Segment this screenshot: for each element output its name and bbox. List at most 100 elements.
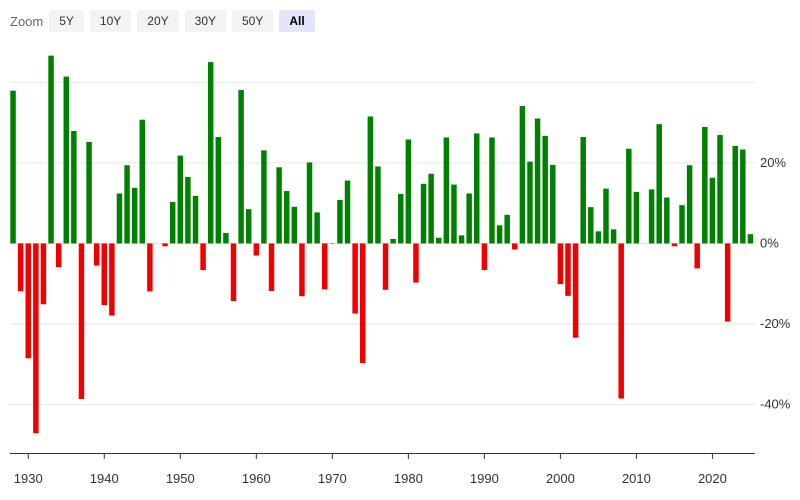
zoom-10y-button[interactable]: 10Y [89, 10, 132, 32]
bar-1950[interactable] [177, 155, 184, 244]
bar-1988[interactable] [466, 193, 472, 244]
bar-1957[interactable] [230, 243, 237, 302]
bar-1936[interactable] [71, 131, 77, 244]
bar-1946[interactable] [147, 243, 153, 292]
bar-1949[interactable] [169, 201, 176, 244]
bar-1975[interactable] [367, 116, 374, 244]
bar-1972[interactable] [344, 180, 351, 244]
bar-2005[interactable] [595, 231, 602, 244]
bar-1995[interactable] [519, 106, 526, 244]
bar-2020[interactable] [709, 177, 716, 244]
bar-1981[interactable] [413, 243, 419, 283]
bar-1943[interactable] [124, 165, 130, 244]
bar-1959[interactable] [245, 209, 252, 244]
bar-1962[interactable] [268, 243, 275, 291]
bar-1974[interactable] [359, 243, 366, 364]
bar-2021[interactable] [717, 135, 723, 244]
bar-1999[interactable] [550, 164, 556, 244]
bar-1948[interactable] [162, 243, 168, 247]
bar-1933[interactable] [48, 55, 54, 244]
bar-1983[interactable] [428, 173, 434, 244]
bar-1979[interactable] [398, 193, 404, 244]
zoom-50y-button[interactable]: 50Y [232, 10, 274, 32]
zoom-5y-button[interactable]: 5Y [49, 10, 84, 32]
bar-1928[interactable] [10, 90, 16, 244]
bar-2004[interactable] [588, 207, 594, 244]
bar-2008[interactable] [618, 243, 624, 399]
bar-2010[interactable] [633, 191, 640, 244]
bar-1998[interactable] [542, 135, 548, 244]
zoom-30y-button[interactable]: 30Y [184, 10, 226, 32]
bar-1951[interactable] [185, 176, 191, 244]
bar-2009[interactable] [626, 148, 632, 244]
bar-1966[interactable] [299, 243, 305, 297]
bar-2007[interactable] [610, 229, 617, 244]
bar-1934[interactable] [55, 243, 62, 268]
bar-2012[interactable] [648, 189, 655, 244]
bar-2022[interactable] [724, 243, 731, 322]
bar-1940[interactable] [101, 243, 108, 306]
bar-2024[interactable] [740, 149, 746, 244]
bar-2003[interactable] [580, 137, 586, 244]
bar-2014[interactable] [664, 197, 670, 244]
bar-1964[interactable] [283, 191, 290, 244]
bar-1963[interactable] [276, 167, 282, 244]
bar-1954[interactable] [207, 62, 214, 244]
bar-1965[interactable] [291, 206, 298, 244]
bar-1992[interactable] [496, 225, 503, 244]
bar-1997[interactable] [534, 118, 541, 244]
bar-1994[interactable] [512, 243, 518, 250]
bar-2000[interactable] [557, 243, 564, 285]
bar-1985[interactable] [443, 137, 450, 244]
bar-1944[interactable] [131, 187, 138, 244]
bar-1991[interactable] [489, 137, 495, 244]
bar-1942[interactable] [116, 193, 123, 244]
bar-1937[interactable] [78, 243, 85, 399]
bar-1978[interactable] [390, 239, 396, 244]
bar-1958[interactable] [238, 89, 244, 244]
bar-2019[interactable] [702, 126, 708, 244]
bar-1986[interactable] [451, 184, 457, 244]
bar-1989[interactable] [474, 133, 480, 244]
bar-2015[interactable] [671, 243, 678, 247]
bar-1955[interactable] [215, 137, 222, 244]
bar-1941[interactable] [109, 243, 115, 316]
bar-1987[interactable] [458, 235, 465, 244]
bar-1960[interactable] [253, 243, 260, 256]
bar-1984[interactable] [436, 237, 442, 244]
bar-1967[interactable] [306, 162, 313, 244]
bar-1931[interactable] [33, 243, 39, 434]
bar-1996[interactable] [527, 161, 533, 244]
bar-1953[interactable] [200, 243, 206, 271]
bar-1956[interactable] [223, 232, 229, 244]
bar-1930[interactable] [25, 243, 31, 359]
bar-1932[interactable] [40, 243, 47, 305]
bar-1977[interactable] [382, 243, 389, 290]
bar-1990[interactable] [481, 243, 488, 271]
bar-2006[interactable] [603, 188, 609, 244]
bar-1980[interactable] [405, 139, 412, 244]
bar-1993[interactable] [504, 214, 510, 244]
bar-1939[interactable] [93, 243, 100, 266]
bar-1961[interactable] [261, 150, 267, 244]
zoom-20y-button[interactable]: 20Y [137, 10, 179, 32]
bar-2018[interactable] [694, 243, 700, 269]
bar-1969[interactable] [321, 243, 328, 290]
bar-1938[interactable] [86, 141, 92, 244]
bar-2001[interactable] [565, 243, 571, 296]
bar-2016[interactable] [679, 205, 685, 244]
bar-2002[interactable] [572, 243, 579, 338]
bar-2013[interactable] [656, 124, 662, 244]
bar-1976[interactable] [375, 166, 381, 244]
bar-1935[interactable] [63, 76, 69, 244]
bar-1982[interactable] [420, 183, 427, 244]
bar-1968[interactable] [314, 212, 320, 244]
bar-2023[interactable] [732, 145, 738, 244]
bar-1945[interactable] [139, 119, 146, 244]
zoom-all-button[interactable]: All [279, 10, 315, 32]
bar-1971[interactable] [337, 199, 343, 244]
bar-1952[interactable] [192, 195, 199, 244]
bar-1973[interactable] [352, 243, 358, 314]
bar-2017[interactable] [686, 165, 693, 244]
bar-1929[interactable] [17, 243, 24, 292]
